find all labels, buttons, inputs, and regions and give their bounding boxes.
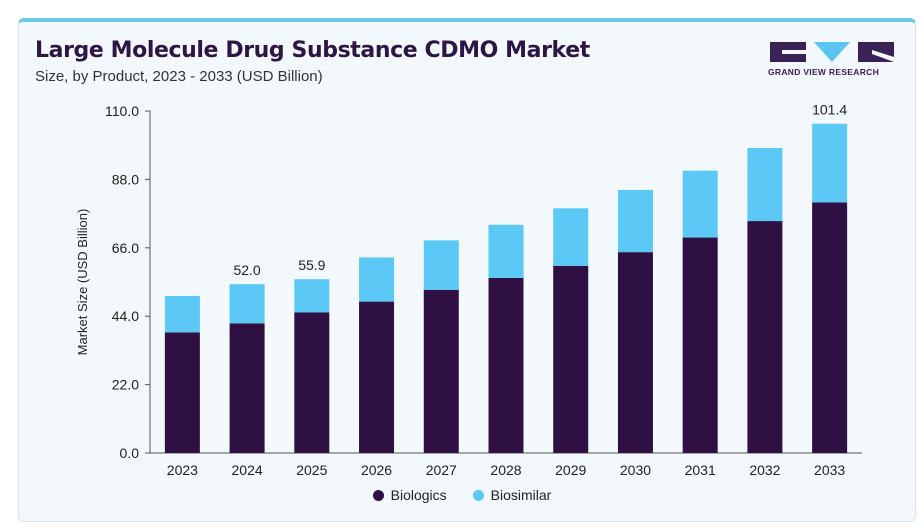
legend-label-biosimilar: Biosimilar	[490, 487, 552, 503]
y-tick-label: 66.0	[112, 240, 139, 256]
bar-biosimilar-2026	[359, 257, 395, 302]
data-label-2033: 101.4	[812, 102, 847, 118]
bar-biosimilar-2027	[423, 240, 459, 290]
y-tick-label: 44.0	[112, 308, 139, 324]
legend-swatch-biologics	[372, 489, 384, 501]
logo-text: GRAND VIEW RESEARCH	[768, 67, 880, 77]
y-tick-label: 0.0	[120, 445, 140, 461]
y-tick-label: 110.0	[105, 103, 139, 119]
x-tick-label: 2031	[685, 462, 716, 478]
bar-biologics-2032	[747, 221, 783, 453]
bar-biologics-2026	[359, 301, 395, 453]
x-tick-label: 2030	[620, 462, 651, 478]
x-tick-label: 2028	[490, 462, 521, 478]
y-tick-label: 88.0	[112, 171, 139, 187]
legend-label-biologics: Biologics	[390, 487, 447, 503]
logo-block-v	[814, 42, 850, 62]
y-axis-title: Market Size (USD Billion)	[75, 209, 90, 356]
bar-biologics-2028	[488, 277, 524, 453]
bar-biologics-2024	[229, 323, 265, 453]
x-tick-label: 2025	[296, 462, 327, 478]
x-tick-label: 2023	[167, 462, 198, 478]
y-tick-label: 22.0	[112, 377, 139, 393]
legend-item-biosimilar[interactable]: Biosimilar	[472, 487, 552, 503]
x-tick-label: 2029	[555, 462, 586, 478]
bar-biosimilar-2023	[164, 295, 200, 333]
bar-biosimilar-2033	[812, 123, 848, 203]
data-label-2025: 55.9	[298, 257, 325, 273]
bar-biosimilar-2032	[747, 147, 783, 222]
bar-biologics-2031	[682, 237, 718, 453]
legend-swatch-biosimilar	[472, 489, 484, 501]
chart-title: Large Molecule Drug Substance CDMO Marke…	[35, 38, 590, 63]
logo-mark	[770, 42, 894, 62]
x-tick-label: 2033	[814, 462, 845, 478]
grand-view-research-logo-icon: GRAND VIEW RESEARCH	[768, 41, 896, 81]
x-tick-label: 2026	[361, 462, 392, 478]
data-label-2024: 52.0	[233, 262, 260, 278]
bar-biologics-2027	[423, 289, 459, 453]
x-tick-label: 2024	[232, 462, 263, 478]
bar-biologics-2023	[164, 332, 200, 453]
chart-subtitle: Size, by Product, 2023 - 2033 (USD Billi…	[35, 68, 323, 85]
legend-item-biologics[interactable]: Biologics	[372, 487, 447, 503]
bar-biosimilar-2028	[488, 224, 524, 278]
x-tick-label: 2027	[426, 462, 457, 478]
bar-biosimilar-2024	[229, 284, 265, 324]
bar-biologics-2029	[553, 265, 589, 453]
bar-biosimilar-2031	[682, 170, 718, 238]
bar-biosimilar-2030	[617, 189, 653, 253]
bar-biologics-2025	[294, 312, 330, 453]
bar-biologics-2030	[617, 252, 653, 453]
bar-biosimilar-2029	[553, 208, 589, 266]
chart-legend: Biologics Biosimilar	[0, 487, 924, 503]
x-tick-label: 2032	[749, 462, 780, 478]
bar-biosimilar-2025	[294, 279, 330, 313]
bar-biologics-2033	[812, 202, 848, 453]
